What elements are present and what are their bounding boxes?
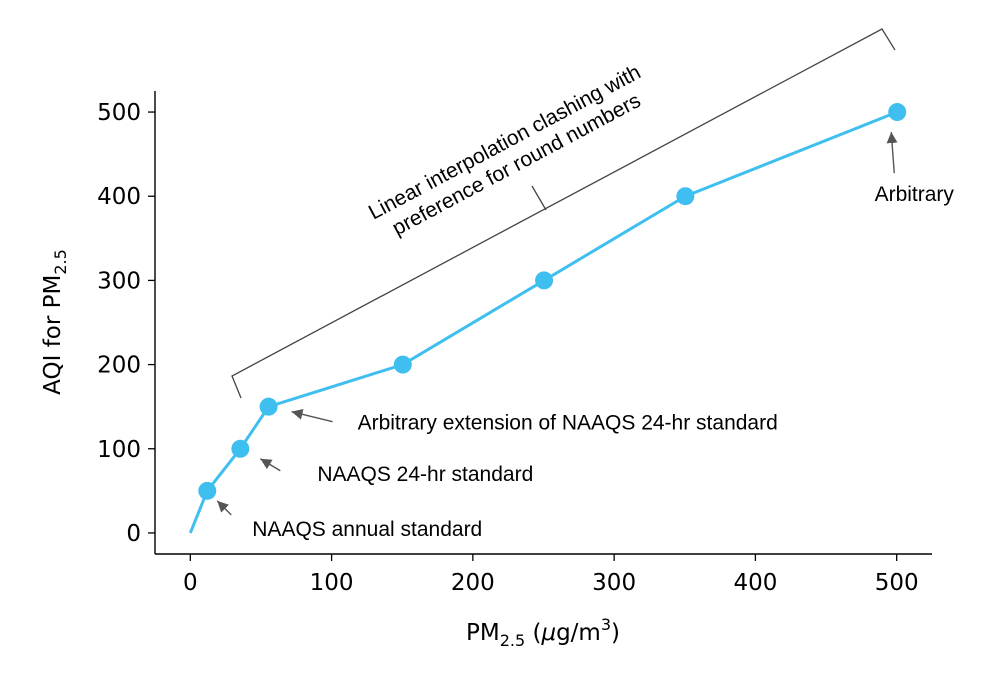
y-tick-label: 500: [97, 100, 141, 126]
y-tick-label: 100: [97, 437, 141, 463]
data-point: [393, 355, 412, 374]
y-axis-title-subscript: 2.5: [51, 249, 70, 274]
bracket-label-line1: Linear interpolation clashing with: [365, 61, 645, 225]
bracket-line: [231, 28, 896, 399]
bracket-tick: [531, 185, 547, 211]
x-tick-label: 200: [451, 570, 495, 596]
bracket: Linear interpolation clashing with prefe…: [231, 28, 896, 399]
x-tick-label: 300: [592, 570, 636, 596]
annotation-arrow: [216, 500, 232, 516]
data-point: [259, 397, 278, 416]
data-point: [888, 103, 907, 122]
x-axis-title-subscript: 2.5: [500, 631, 525, 650]
x-tick-label: 400: [733, 570, 777, 596]
y-tick-label: 300: [97, 268, 141, 294]
x-axis-title: PM2.5 (μg/m3): [466, 615, 620, 650]
annotation-arrow: [259, 458, 281, 472]
axes: [154, 91, 932, 555]
annotation-label-arbitrary-top: Arbitrary: [875, 183, 955, 206]
y-tick-label: 200: [97, 353, 141, 379]
data-point: [676, 187, 695, 206]
x-tick-label: 500: [875, 570, 919, 596]
data-point: [198, 481, 217, 500]
annotation-label-arbitrary-extension: Arbitrary extension of NAAQS 24-hr stand…: [358, 412, 778, 435]
series: [188, 103, 907, 534]
annotation-arrow: [886, 131, 898, 174]
annotation-arrow: [291, 408, 333, 423]
y-axis-title: AQI for PM2.5: [40, 249, 70, 395]
y-tick-label: 400: [97, 184, 141, 210]
x-tick-label: 100: [310, 570, 354, 596]
y-ticks: 0 100 200 300 400 500: [97, 100, 155, 547]
data-point: [535, 271, 554, 290]
annotations: NAAQS annual standard NAAQS 24-hr standar…: [216, 131, 955, 541]
data-point: [231, 439, 250, 458]
x-axis-title-superscript: 3: [601, 615, 611, 634]
y-tick-label: 0: [126, 521, 141, 547]
annotation-label-naaqs-24hr: NAAQS 24-hr standard: [317, 463, 533, 486]
x-tick-label: 0: [183, 570, 198, 596]
bracket-label-line2: preference for round numbers: [389, 89, 645, 240]
annotation-label-naaqs-annual: NAAQS annual standard: [252, 518, 482, 541]
x-ticks: 0 100 200 300 400 500: [183, 554, 919, 596]
series-line: [188, 110, 898, 534]
bracket-label: Linear interpolation clashing with prefe…: [365, 61, 645, 241]
